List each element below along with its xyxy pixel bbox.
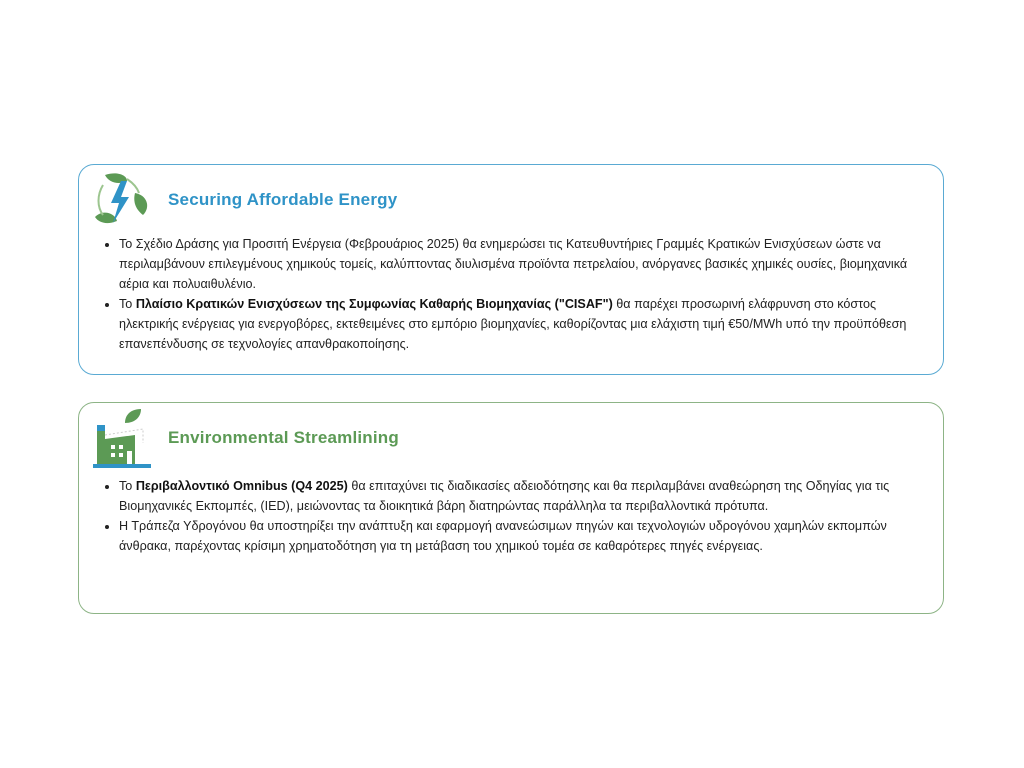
energy-bolt-leaves-icon [95, 173, 148, 224]
list-item: Το Πλαίσιο Κρατικών Ενισχύσεων της Συμφω… [119, 294, 931, 354]
environmental-streamlining-card: Environmental Streamlining Το Περιβαλλον… [78, 402, 944, 614]
affordable-energy-card: Securing Affordable Energy Το Σχέδιο Δρά… [78, 164, 944, 375]
section-title: Environmental Streamlining [168, 428, 399, 447]
bullet-list: Το Σχέδιο Δράσης για Προσιτή Ενέργεια (Φ… [101, 234, 931, 354]
bullet-list: Το Περιβαλλοντικό Omnibus (Q4 2025) θα ε… [101, 476, 931, 556]
factory-leaf-icon [93, 409, 151, 468]
list-item: Το Σχέδιο Δράσης για Προσιτή Ενέργεια (Φ… [119, 234, 931, 294]
section-title: Securing Affordable Energy [168, 190, 398, 209]
list-item: Η Τράπεζα Υδρογόνου θα υποστηρίξει την α… [119, 516, 931, 556]
list-item: Το Περιβαλλοντικό Omnibus (Q4 2025) θα ε… [119, 476, 931, 516]
